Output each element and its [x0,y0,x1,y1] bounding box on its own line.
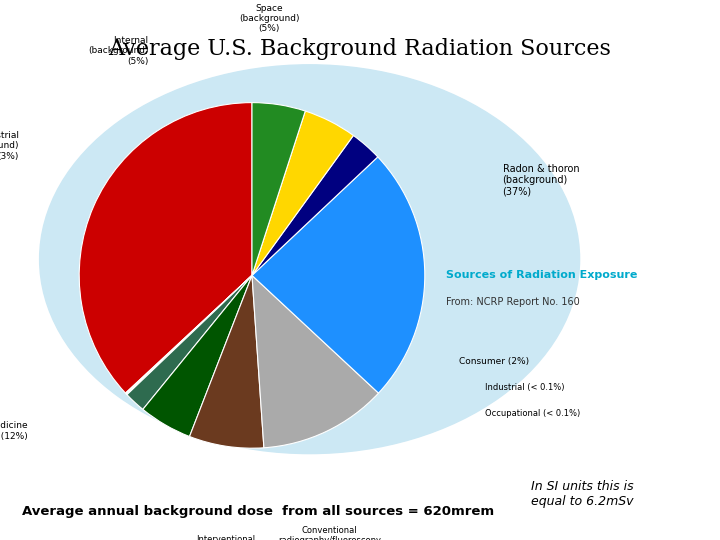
Text: Terrestrial
(background)
(3%): Terrestrial (background) (3%) [0,131,19,161]
Wedge shape [127,275,252,409]
Wedge shape [252,136,378,275]
Text: Interventional
fluoroscopy
(medical) (7%): Interventional fluoroscopy (medical) (7%… [195,535,257,540]
Wedge shape [252,103,305,275]
Text: Occupational (< 0.1%): Occupational (< 0.1%) [485,409,580,418]
Text: Average annual background dose  from all sources = 620mrem: Average annual background dose from all … [22,505,494,518]
Text: In SI units this is
equal to 6.2mSv: In SI units this is equal to 6.2mSv [531,480,634,508]
Text: Sources of Radiation Exposure: Sources of Radiation Exposure [446,270,638,280]
Text: From: NCRP Report No. 160: From: NCRP Report No. 160 [446,297,580,307]
Text: Radon & thoron
(background)
(37%): Radon & thoron (background) (37%) [503,164,579,197]
Text: Average U.S. Background Radiation Sources: Average U.S. Background Radiation Source… [109,38,611,60]
Text: Space
(background)
(5%): Space (background) (5%) [239,4,300,33]
Wedge shape [252,157,425,393]
Wedge shape [79,103,252,393]
Wedge shape [252,275,379,448]
Text: Conventional
radiography/fluoroscopy
(medical) (5%): Conventional radiography/fluoroscopy (me… [278,526,382,540]
Wedge shape [126,275,252,395]
Text: Nuclear medicine
(medical) (12%): Nuclear medicine (medical) (12%) [0,421,27,441]
Text: Internal
(background)
(5%): Internal (background) (5%) [88,36,148,66]
Wedge shape [252,111,354,275]
Wedge shape [125,275,252,394]
Text: Consumer (2%): Consumer (2%) [459,357,529,366]
Wedge shape [189,275,264,448]
Text: Industrial (< 0.1%): Industrial (< 0.1%) [485,383,564,392]
Wedge shape [143,275,252,436]
